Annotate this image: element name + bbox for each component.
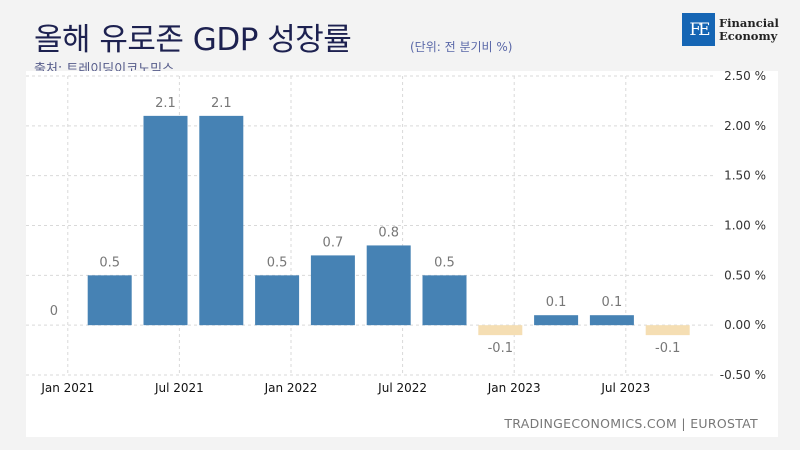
data-label: 0.1 xyxy=(546,295,567,310)
y-tick-label: 0.50 % xyxy=(724,268,766,282)
bar-layer xyxy=(87,115,690,336)
logo-text: Financial Economy xyxy=(719,15,779,43)
bar xyxy=(310,255,355,326)
x-tick-label: Jul 2021 xyxy=(154,381,204,395)
bar xyxy=(422,275,467,326)
logo-line-1: Financial xyxy=(719,15,779,30)
unit-note: (단위: 전 분기비 %) xyxy=(410,40,513,54)
y-axis-ticks: -0.50 % 0.00 % 0.50 % 1.00 % 1.50 % 2.00 % 2.5… xyxy=(720,69,766,382)
x-tick-label: Jul 2023 xyxy=(600,381,650,395)
data-label: 2.1 xyxy=(155,96,176,111)
x-tick-label: Jan 2021 xyxy=(40,381,94,395)
data-label: -0.1 xyxy=(655,341,680,356)
logo-line-2: Economy xyxy=(719,28,778,43)
bar xyxy=(645,325,690,336)
y-tick-label: 1.00 % xyxy=(724,219,766,233)
x-tick-label: Jan 2023 xyxy=(487,381,541,395)
bar xyxy=(143,115,188,326)
data-label-layer: 0 0.5 2.1 2.1 0.5 0.7 0.8 0.5 -0.1 0.1 0.1 -0.1 xyxy=(50,96,681,356)
chart-title: 올해 유로존 GDP 성장률 xyxy=(34,22,352,58)
x-axis-ticks: Jan 2021 Jul 2021 Jan 2022 Jul 2022 Jan 2023… xyxy=(40,381,650,395)
data-label: 0.1 xyxy=(602,295,623,310)
footer-credit: TRADINGECONOMICS.COM | EUROSTAT xyxy=(503,416,758,431)
data-label: 0 xyxy=(50,304,58,319)
logo-mark-icon: FE xyxy=(682,13,715,46)
bar xyxy=(534,315,579,326)
data-label: 0.8 xyxy=(378,225,399,240)
x-tick-label: Jan 2022 xyxy=(264,381,318,395)
data-label: 2.1 xyxy=(211,96,232,111)
bar xyxy=(199,115,244,326)
data-label: 0.5 xyxy=(434,255,455,270)
data-label: 0.5 xyxy=(99,255,120,270)
bar xyxy=(589,315,634,326)
bar xyxy=(255,275,300,326)
grid-layer xyxy=(26,75,716,376)
bar xyxy=(366,245,411,326)
y-tick-label: 0.00 % xyxy=(724,318,766,332)
x-tick-label: Jul 2022 xyxy=(377,381,427,395)
logo: FE Financial Economy xyxy=(682,13,779,46)
data-label: 0.7 xyxy=(323,235,344,250)
data-label: 0.5 xyxy=(267,255,288,270)
bar xyxy=(87,275,132,326)
data-label: -0.1 xyxy=(488,341,513,356)
y-tick-label: 2.50 % xyxy=(724,69,766,83)
bar xyxy=(478,325,523,336)
y-tick-label: -0.50 % xyxy=(720,368,766,382)
y-tick-label: 2.00 % xyxy=(724,119,766,133)
y-tick-label: 1.50 % xyxy=(724,169,766,183)
